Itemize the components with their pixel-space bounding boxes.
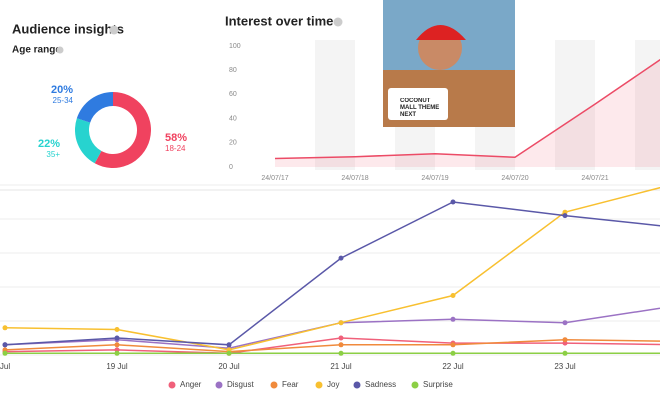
x-tick-label: 19 Jul — [106, 362, 128, 371]
legend-marker — [270, 381, 278, 389]
line — [274, 58, 660, 160]
legend-marker — [168, 381, 176, 389]
point — [226, 350, 232, 356]
point — [114, 327, 120, 332]
category-label: 25-34 — [53, 96, 74, 105]
point — [226, 342, 232, 348]
band — [635, 40, 660, 170]
legend-label: Surprise — [423, 380, 453, 389]
point — [338, 320, 344, 326]
data-label: 20% — [51, 84, 73, 96]
point — [562, 320, 568, 326]
donut-segment — [75, 118, 102, 164]
point — [2, 325, 8, 331]
legend-marker — [215, 381, 223, 389]
point — [2, 350, 8, 356]
panel-subtitle: Age range — [12, 45, 61, 56]
donut-segment — [76, 92, 113, 123]
legend-marker — [353, 381, 361, 389]
caption: COCONUT MALL THEME NEXT — [400, 98, 440, 118]
point — [338, 255, 344, 261]
info-icon[interactable] — [109, 25, 119, 35]
info-icon[interactable] — [56, 46, 64, 54]
x-tick-label: 22 Jul — [442, 362, 464, 371]
legend-label: Anger — [180, 380, 202, 389]
point — [450, 342, 456, 348]
y-tick-label: 40 — [229, 115, 237, 122]
legend-label: Joy — [327, 380, 339, 389]
data-label: 58% — [165, 132, 187, 144]
x-tick-label: 20 Jul — [218, 362, 240, 371]
y-tick-label: 80 — [229, 67, 237, 74]
category-label: 35+ — [46, 150, 60, 159]
y-tick-label: 20 — [229, 140, 237, 147]
y-tick-label: 0 — [229, 164, 233, 171]
legend-label: Disgust — [227, 380, 254, 389]
point — [338, 342, 344, 348]
point — [2, 342, 8, 348]
point — [562, 350, 568, 356]
y-tick-label: 100 — [229, 43, 241, 50]
band — [555, 40, 595, 170]
band — [315, 40, 355, 170]
point — [450, 199, 456, 205]
category-label: 18-24 — [165, 144, 186, 153]
legend-label: Fear — [282, 380, 299, 389]
donut-segment — [94, 92, 151, 168]
x-tick-label: Jul — [0, 362, 10, 371]
caption-text: COCONUT MALL THEME NEXT — [400, 98, 440, 118]
point — [450, 293, 456, 298]
point — [562, 337, 568, 343]
x-tick-label: 23 Jul — [554, 362, 576, 371]
caption-box — [388, 88, 448, 120]
point — [338, 335, 344, 341]
x-tick-label: 24/07/18 — [341, 175, 368, 182]
y-tick-label: 60 — [229, 91, 237, 98]
point — [114, 350, 120, 356]
x-tick-label: 24/07/19 — [421, 175, 448, 182]
legend-marker — [315, 381, 323, 389]
x-tick-label: 24/07/17 — [261, 175, 288, 182]
panel-title: Interest over time — [225, 13, 333, 28]
x-tick-label: 24/07/20 — [501, 175, 528, 182]
point — [114, 342, 120, 348]
point — [450, 316, 456, 322]
x-tick-label: 24/07/21 — [581, 175, 608, 182]
point — [338, 350, 344, 356]
point — [450, 350, 456, 356]
x-tick-label: 21 Jul — [330, 362, 352, 371]
info-icon[interactable] — [333, 17, 343, 27]
area — [275, 59, 660, 167]
data-label: 22% — [38, 138, 60, 150]
point — [114, 335, 120, 341]
legend-label: Sadness — [365, 380, 396, 389]
point — [562, 213, 568, 219]
panel-title: Audience insights — [12, 21, 124, 36]
legend-marker — [411, 381, 419, 389]
video-thumbnail[interactable]: COCONUT MALL THEME NEXT — [383, 0, 515, 127]
thumbnail-image — [416, 25, 466, 40]
